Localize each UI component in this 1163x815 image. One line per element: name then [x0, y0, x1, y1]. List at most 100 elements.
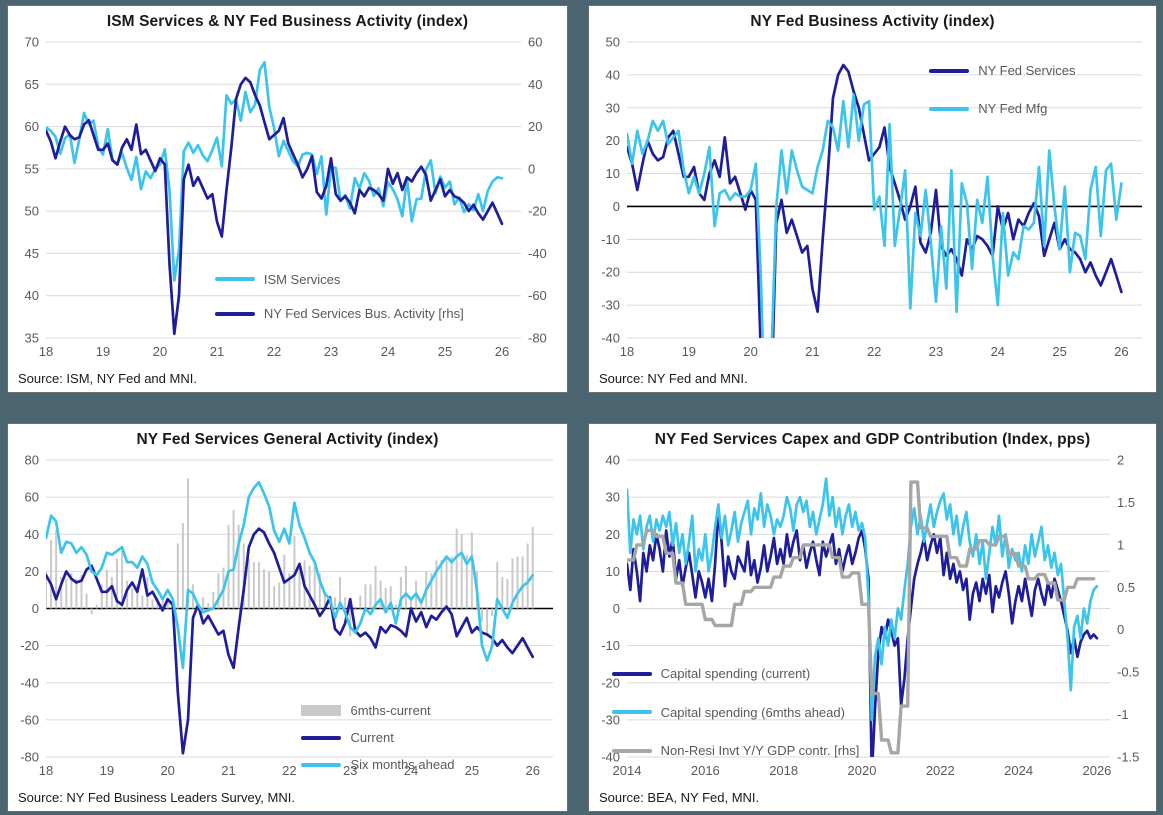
chart-title: NY Fed Services General Activity (index)	[136, 431, 439, 448]
left-axis-tick-label: 35	[25, 331, 39, 346]
left-axis-tick-label: 60	[25, 119, 39, 134]
chart-source: Source: NY Fed Business Leaders Survey, …	[18, 790, 295, 805]
right-axis-tick-label: 2	[1117, 453, 1124, 468]
panel-nyfed-business-activity: NY Fed Business Activity (index) -40 -30-…	[588, 5, 1157, 393]
right-axis-tick-label: -60	[528, 288, 547, 303]
series-line-ny-fed-services-bus-activity-rhs	[46, 76, 504, 336]
x-axis-tick-label: 22	[867, 344, 881, 359]
chart-plot: -80 -60 -40 -20 0 20 40 60 80 18 19 20 21 22 23 24 25 26	[20, 453, 553, 778]
chart-plot: -40 -30 -20 -10 0 10 20 30 40 50 18 19 20 21 22 23 24 25 2…	[601, 35, 1142, 359]
left-axis-tick-label: 30	[606, 100, 620, 115]
chart-title: ISM Services & NY Fed Business Activity …	[106, 13, 469, 30]
x-axis-tick-label: 21	[210, 344, 224, 359]
right-axis-tick-label: 40	[528, 77, 542, 92]
x-axis-tick-label: 21	[221, 763, 235, 778]
x-axis-tick-label: 26	[525, 763, 539, 778]
right-axis-tick-label: -40	[528, 246, 547, 261]
chart-title: NY Fed Services Capex and GDP Contributi…	[654, 431, 1091, 448]
x-axis-tick-label: 19	[100, 763, 114, 778]
left-axis-tick-label: 20	[606, 527, 620, 542]
left-axis-tick-label: -20	[601, 265, 620, 280]
x-axis-tick-label: 26	[1114, 344, 1128, 359]
x-axis-tick-label: 20	[743, 344, 757, 359]
left-axis-tick-label: 40	[606, 67, 620, 82]
x-axis-tick-label: 20	[153, 344, 167, 359]
chart-plot: 35 40 45 50 55 60 65 70 60 40 20 0 -20 -40 -60 -80 18 19 2…	[25, 35, 547, 360]
x-axis-tick-label: 2016	[691, 763, 720, 778]
panel-ism-nyfed-business-activity: ISM Services & NY Fed Business Activity …	[7, 5, 568, 393]
x-axis-tick-label: 18	[39, 344, 53, 359]
x-axis-tick-label: 18	[39, 763, 53, 778]
right-axis-tick-label: 1.5	[1117, 495, 1135, 510]
right-axis-tick-label: -20	[528, 204, 547, 219]
left-axis-tick-label: 40	[606, 453, 620, 468]
left-axis-tick-label: 10	[606, 166, 620, 181]
x-axis-tick-label: 22	[267, 344, 281, 359]
x-axis-tick-label: 23	[324, 344, 338, 359]
left-axis-tick-label: 40	[25, 527, 39, 542]
left-axis-tick-label: -80	[20, 750, 39, 765]
left-axis-tick-label: 30	[606, 490, 620, 505]
x-axis-tick-label: 25	[438, 344, 452, 359]
series-line-capital-spending-current	[627, 510, 1099, 757]
left-axis-tick-label: -30	[601, 712, 620, 727]
x-axis-tick-label: 23	[929, 344, 943, 359]
x-axis-tick-label: 25	[465, 763, 479, 778]
series-line-six-months-ahead	[46, 480, 535, 670]
x-axis-tick-label: 18	[620, 344, 634, 359]
x-axis-tick-label: 26	[495, 344, 509, 359]
left-axis-tick-label: -30	[601, 298, 620, 313]
x-axis-tick-label: 21	[805, 344, 819, 359]
chart-plot: -40 -30 -20 -10 0 10 20 30 40 2 1.5 1 0.5 0 -0.5 -1 -1.5…	[601, 453, 1139, 779]
left-axis-tick-label: 0	[613, 601, 620, 616]
chart-title: NY Fed Business Activity (index)	[750, 13, 995, 30]
right-axis-tick-label: -1	[1117, 707, 1129, 722]
left-axis-tick-label: -20	[20, 638, 39, 653]
series-group	[46, 478, 535, 755]
series-line-ny-fed-mfg	[627, 93, 1123, 338]
x-axis-tick-label: 19	[96, 344, 110, 359]
left-axis-tick-label: 0	[32, 601, 39, 616]
left-axis-tick-label: 70	[25, 35, 39, 50]
right-axis-tick-label: 0.5	[1117, 580, 1135, 595]
right-axis-tick-label: -1.5	[1117, 750, 1139, 765]
x-axis-tick-label: 24	[404, 763, 418, 778]
x-axis-tick-label: 2026	[1082, 763, 1111, 778]
left-axis-tick-label: 20	[25, 564, 39, 579]
right-axis-tick-label: 0	[1117, 622, 1124, 637]
chart-source: Source: ISM, NY Fed and MNI.	[18, 371, 197, 386]
x-axis-tick-label: 2018	[769, 763, 798, 778]
series-group	[627, 63, 1123, 338]
left-axis-tick-label: -40	[20, 675, 39, 690]
left-axis-tick-label: 0	[613, 199, 620, 214]
left-axis-tick-label: -10	[601, 638, 620, 653]
x-axis-tick-label: 2020	[848, 763, 877, 778]
x-axis-tick-label: 24	[991, 344, 1005, 359]
left-axis-tick-label: -10	[601, 232, 620, 247]
x-axis-tick-label: 19	[682, 344, 696, 359]
left-axis-tick-label: 45	[25, 246, 39, 261]
x-axis-tick-label: 20	[160, 763, 174, 778]
right-axis-tick-label: 0	[528, 161, 535, 176]
left-axis-tick-label: -40	[601, 331, 620, 346]
right-axis-tick-label: 20	[528, 119, 542, 134]
left-axis-tick-label: 55	[25, 161, 39, 176]
left-axis-tick-label: -60	[20, 712, 39, 727]
right-axis-tick-label: -80	[528, 331, 547, 346]
x-axis-tick-label: 23	[343, 763, 357, 778]
left-axis-tick-label: 50	[25, 204, 39, 219]
left-axis-tick-label: 50	[606, 35, 620, 50]
series-line-current	[46, 527, 535, 755]
left-axis-tick-label: 20	[606, 133, 620, 148]
series-line-non-resi-invt-y-y-gdp-contr-rhs	[627, 480, 1096, 755]
left-axis-tick-label: -20	[601, 675, 620, 690]
panel-nyfed-general-activity: NY Fed Services General Activity (index)…	[7, 423, 568, 812]
chart-source: Source: BEA, NY Fed, MNI.	[599, 790, 760, 805]
left-axis-tick-label: 80	[25, 453, 39, 468]
x-axis-tick-label: 25	[1052, 344, 1066, 359]
bars-6mths-current	[46, 478, 534, 637]
series-line-ny-fed-services	[627, 63, 1123, 338]
left-axis-tick-label: 65	[25, 77, 39, 92]
left-axis-tick-label: -40	[601, 750, 620, 765]
